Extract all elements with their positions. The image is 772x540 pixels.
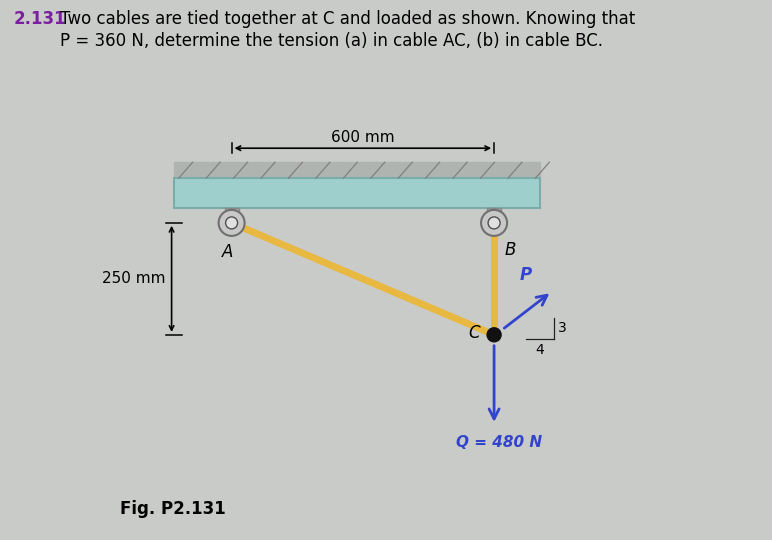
Circle shape [481,210,507,236]
Text: 4: 4 [536,343,544,357]
Circle shape [225,217,238,229]
Text: A: A [222,243,233,261]
Circle shape [218,210,245,236]
Text: B: B [504,241,516,259]
Text: P = 360 N, determine the tension (a) in cable AC, (b) in cable BC.: P = 360 N, determine the tension (a) in … [60,32,603,50]
Text: P: P [520,266,532,284]
Text: 3: 3 [558,321,567,335]
Text: Two cables are tied together at C and loaded as shown. Knowing that: Two cables are tied together at C and lo… [60,10,635,28]
Bar [225,208,239,226]
Text: 2.131: 2.131 [14,10,66,28]
Text: Q = 480 N: Q = 480 N [456,435,542,450]
Bar [487,208,501,226]
Circle shape [487,328,501,342]
Text: 600 mm: 600 mm [331,130,394,145]
Text: 250 mm: 250 mm [102,271,166,286]
Circle shape [488,217,500,229]
Text: C: C [469,324,480,342]
Text: Fig. P2.131: Fig. P2.131 [120,500,225,518]
Bar [174,178,540,208]
